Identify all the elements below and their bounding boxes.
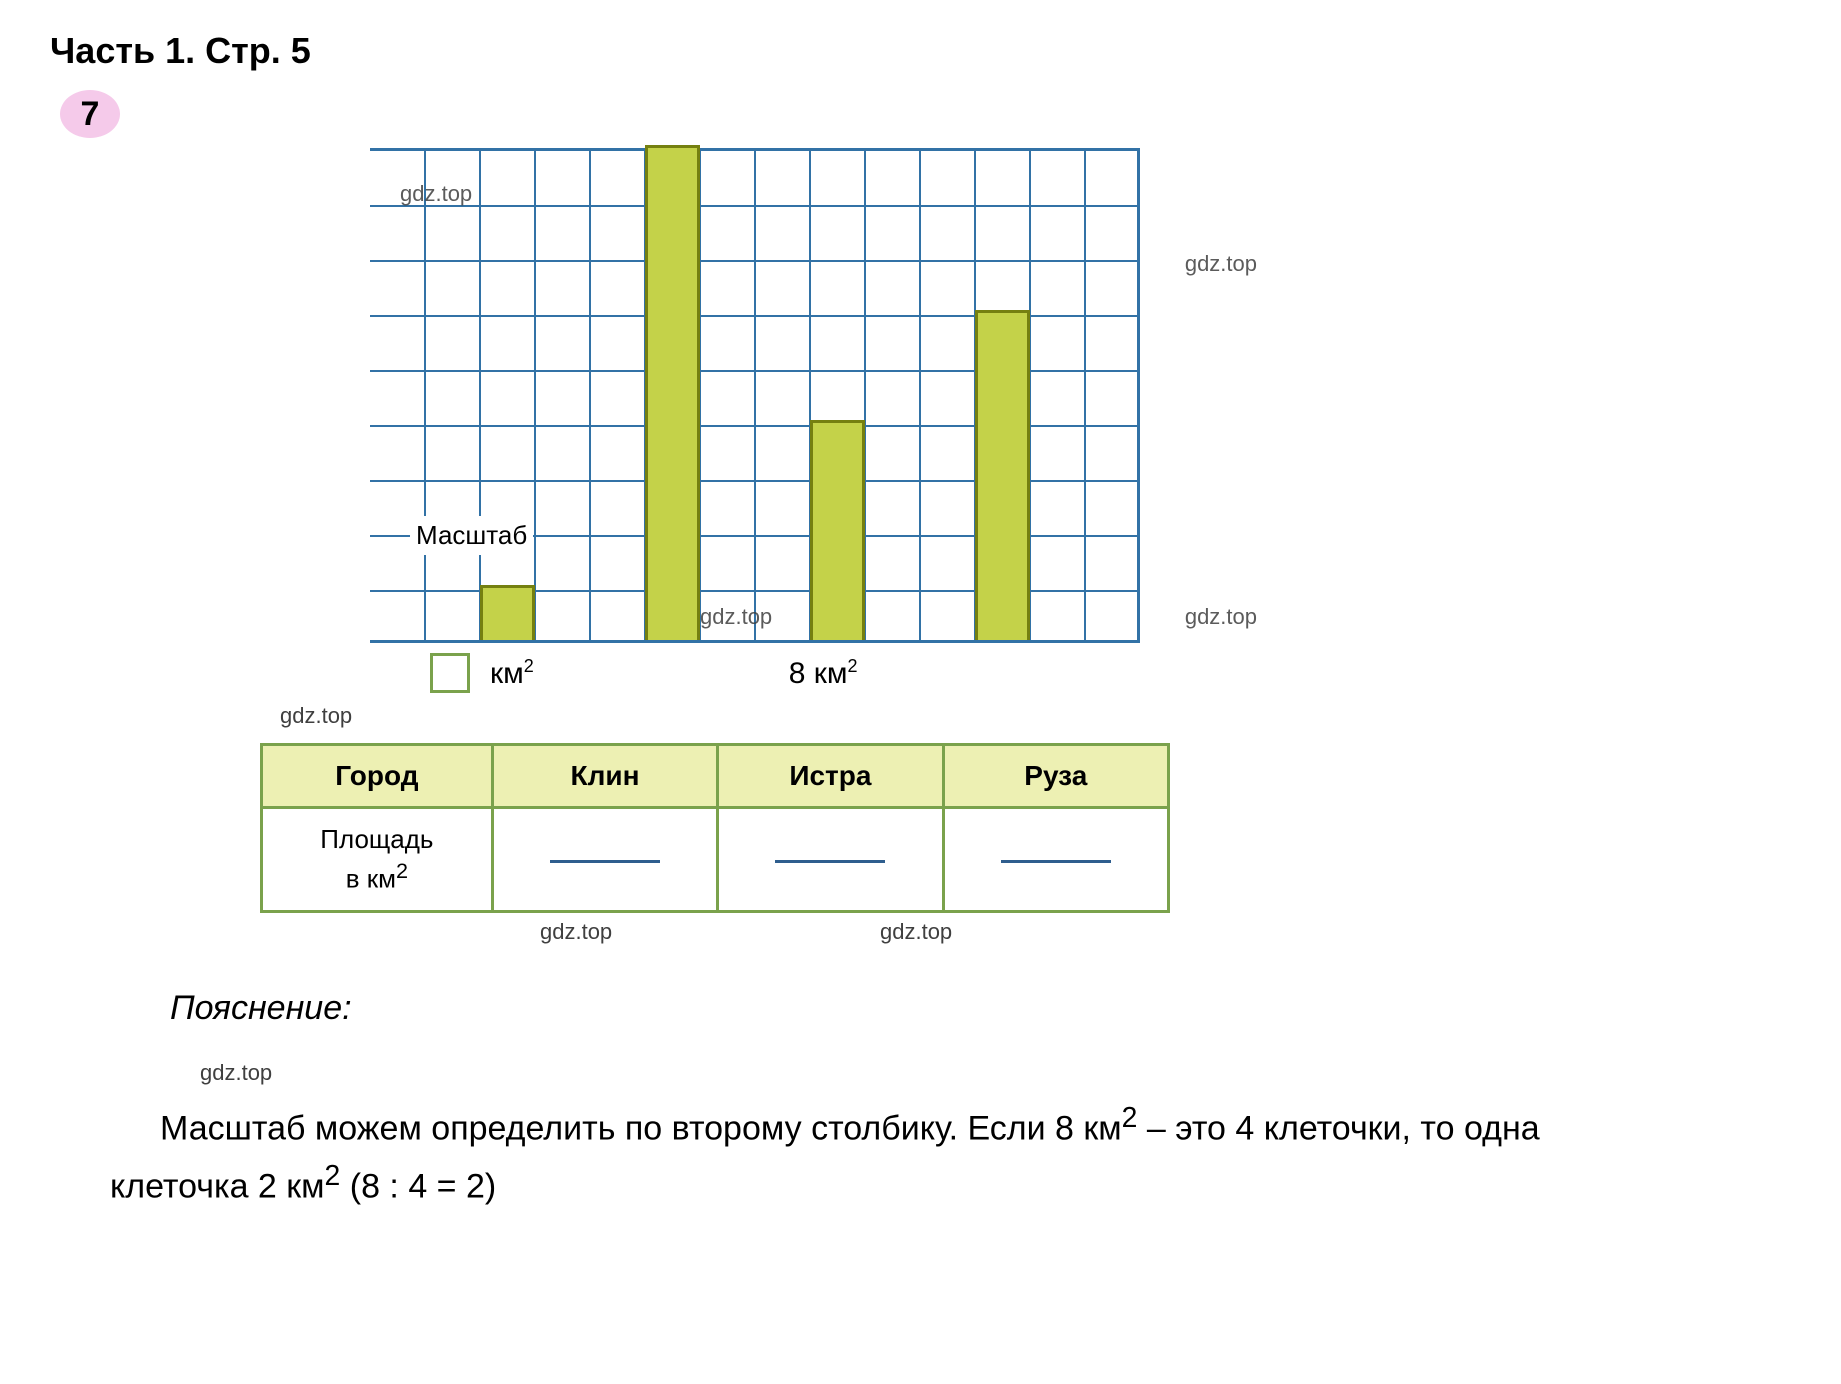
watermark: gdz.top [1185, 604, 1257, 630]
watermark: gdz.top [540, 919, 612, 945]
unit-right-text: 8 км [789, 657, 848, 690]
chart-container: gdz.top gdz.top gdz.top gdz.top Масштаб [370, 148, 1170, 643]
expl-suffix: (8 : 4 = 2) [340, 1167, 496, 1205]
watermark: gdz.top [880, 919, 952, 945]
unit-right: 8 км2 [789, 656, 858, 691]
expl-prefix: Масштаб можем определить по второму стол… [160, 1110, 1122, 1148]
cell-istra[interactable] [718, 808, 943, 912]
exercise-badge: 7 [60, 90, 120, 138]
chart-grid: gdz.top gdz.top gdz.top gdz.top Масштаб [370, 148, 1140, 643]
row-label-l1: Площадь [320, 824, 433, 854]
blank-input [775, 860, 885, 863]
gridline-h [370, 260, 1137, 262]
col-istra: Истра [718, 745, 943, 808]
expl-sup1: 2 [1122, 1102, 1138, 1134]
cell-klin[interactable] [492, 808, 717, 912]
city-area-table: Город Клин Истра Руза Площадь в км2 [260, 743, 1170, 913]
cell-ruza[interactable] [943, 808, 1168, 912]
gridline-v [754, 151, 756, 640]
blank-input [550, 860, 660, 863]
page-header: Часть 1. Стр. 5 [50, 30, 1791, 72]
axis-caption-row: км2 8 км2 [370, 653, 1791, 693]
unit-left-sup: 2 [524, 656, 534, 676]
data-table-container: Город Клин Истра Руза Площадь в км2 gdz.… [260, 743, 1791, 913]
unit-left: км2 [490, 656, 534, 691]
watermark: gdz.top [280, 703, 352, 729]
row-label-l2: в км [346, 863, 396, 893]
gridline-v [589, 151, 591, 640]
gridline-v [479, 151, 481, 640]
unit-right-sup: 2 [848, 656, 858, 676]
gridline-v [534, 151, 536, 640]
watermark: gdz.top [700, 604, 772, 630]
gridline-v [424, 151, 426, 640]
gridline-h [370, 205, 1137, 207]
explanation-body: Масштаб можем определить по второму стол… [110, 1097, 1550, 1212]
chart-bar [645, 145, 700, 640]
chart-bar [480, 585, 535, 640]
col-ruza: Руза [943, 745, 1168, 808]
table-header-row: Город Клин Истра Руза [262, 745, 1169, 808]
gridline-v [919, 151, 921, 640]
row-label-area: Площадь в км2 [262, 808, 493, 912]
chart-bar [975, 310, 1030, 640]
explanation-block: Пояснение: gdz.top Масштаб можем определ… [50, 983, 1550, 1212]
table-row: Площадь в км2 [262, 808, 1169, 912]
col-klin: Клин [492, 745, 717, 808]
gridline-v [1084, 151, 1086, 640]
expl-sup2: 2 [325, 1160, 341, 1192]
explanation-title: Пояснение: [170, 983, 1550, 1034]
chart-bar [810, 420, 865, 640]
legend-square [430, 653, 470, 693]
watermark: gdz.top [1185, 251, 1257, 277]
watermark: gdz.top [200, 1056, 272, 1089]
col-city: Город [262, 745, 493, 808]
scale-label: Масштаб [410, 516, 533, 555]
unit-left-text: км [490, 657, 524, 690]
blank-input [1001, 860, 1111, 863]
row-label-sup: 2 [396, 858, 408, 883]
watermark: gdz.top [400, 181, 472, 207]
